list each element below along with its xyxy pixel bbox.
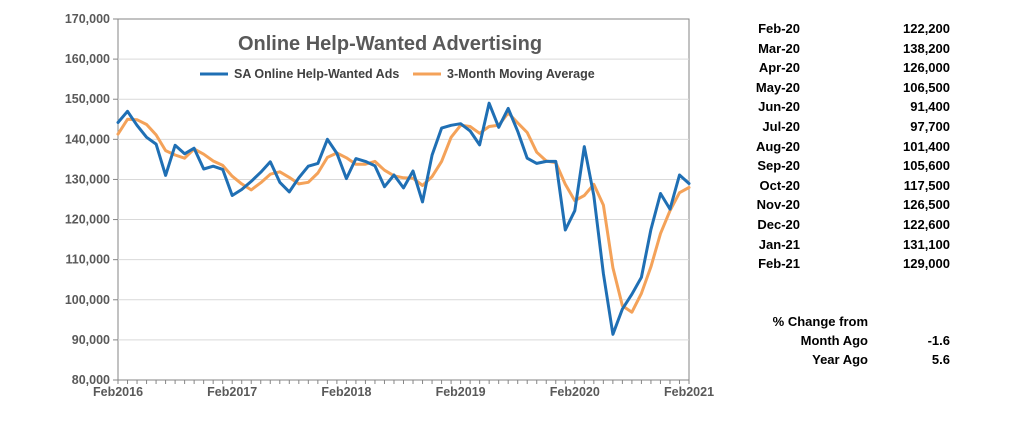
- table-row: Sep-20 105,600: [720, 156, 950, 175]
- change-value: 5.6: [931, 352, 950, 367]
- series-line-moving-average: [116, 111, 691, 314]
- gridlines: [118, 58, 689, 341]
- month-value: 131,100: [903, 236, 950, 252]
- legend: SA Online Help-Wanted Ads 3-Month Moving…: [200, 67, 595, 81]
- y-tick-label: 100,000: [65, 293, 110, 307]
- y-tick-label: 90,000: [72, 333, 110, 347]
- table-row: Jun-20 91,400: [720, 97, 950, 116]
- y-tick-label: 170,000: [65, 12, 110, 26]
- table-row: Oct-20 117,500: [720, 176, 950, 195]
- summary-table: Feb-20 122,200 Mar-20 138,200 Apr-20 126,000 M…: [720, 0, 950, 428]
- y-tick-label: 110,000: [66, 253, 111, 267]
- month-label: Mar-20: [758, 40, 800, 56]
- month-label: Feb-20: [758, 21, 800, 36]
- x-axis-ticks: Feb2016 Feb2017 Feb2018 Feb2019 Feb2020 Feb20…: [93, 380, 714, 399]
- x-tick-label: Feb2019: [436, 385, 486, 399]
- x-tick-label: Feb2018: [321, 385, 371, 399]
- y-tick-label: 80,000: [72, 373, 110, 387]
- month-label: Dec-20: [757, 217, 800, 232]
- table-row: Mar-20 138,200: [720, 39, 950, 58]
- x-tick-label: Feb2020: [550, 385, 600, 399]
- legend-label-sa: SA Online Help-Wanted Ads: [234, 67, 399, 81]
- x-tick-label: Feb2021: [664, 385, 714, 399]
- y-axis-ticks: 80,000 90,000 100,000 110,000 120,000 130,000…: [65, 12, 118, 387]
- month-label: Feb-21: [758, 256, 800, 272]
- change-header-label: % Change from: [772, 314, 868, 329]
- month-value: 138,200: [903, 40, 950, 56]
- line-chart: 80,000 90,000 100,000 110,000 120,000 130,000…: [65, 12, 714, 399]
- x-tick-label: Feb2016: [93, 385, 143, 399]
- table-row: Feb-20 122,200: [720, 19, 950, 38]
- table-row: Feb-21 129,000: [720, 254, 950, 273]
- change-row-year: Year Ago 5.6: [720, 350, 950, 369]
- chart-title: Online Help-Wanted Advertising: [238, 33, 542, 55]
- change-label: Year Ago: [812, 352, 868, 367]
- y-tick-label: 150,000: [65, 92, 110, 106]
- change-row-month: Month Ago -1.6: [720, 331, 950, 350]
- table-row: Nov-20 126,500: [720, 195, 950, 214]
- table-row: May-20 106,500: [720, 78, 950, 97]
- month-value: 126,500: [903, 197, 950, 213]
- month-label: Oct-20: [759, 177, 800, 193]
- series-line-sa-ads: [116, 101, 691, 336]
- month-label: Jun-20: [758, 99, 800, 115]
- month-label: Sep-20: [757, 158, 800, 174]
- month-label: Jan-21: [758, 236, 800, 252]
- month-label: May-20: [755, 79, 800, 95]
- month-value: 129,000: [903, 256, 950, 272]
- month-value: 105,600: [903, 158, 950, 174]
- y-tick-label: 140,000: [65, 132, 110, 146]
- month-value: 106,500: [903, 79, 950, 95]
- table-row: Jan-21 131,100: [720, 235, 950, 254]
- month-label: Aug-20: [755, 138, 800, 154]
- change-header: % Change from: [720, 312, 950, 331]
- month-label: Nov-20: [756, 197, 800, 213]
- month-value: 97,700: [910, 119, 950, 134]
- table-row: Aug-20 101,400: [720, 137, 950, 156]
- table-row: Apr-20 126,000: [720, 58, 950, 77]
- month-value: 122,600: [903, 217, 950, 232]
- table-row: Jul-20 97,700: [720, 117, 950, 136]
- change-label: Month Ago: [800, 333, 868, 348]
- series-lines: [116, 101, 691, 336]
- month-value: 126,000: [903, 60, 950, 76]
- x-tick-label: Feb2017: [207, 385, 257, 399]
- month-value: 122,200: [903, 21, 950, 36]
- y-tick-label: 160,000: [65, 52, 110, 66]
- y-tick-label: 120,000: [65, 213, 110, 227]
- month-value: 117,500: [903, 177, 950, 193]
- y-tick-label: 130,000: [65, 172, 110, 186]
- table-row: Dec-20 122,600: [720, 215, 950, 234]
- legend-label-ma: 3-Month Moving Average: [447, 67, 595, 81]
- month-label: Jul-20: [762, 119, 800, 134]
- month-label: Apr-20: [758, 60, 800, 76]
- change-value: -1.6: [927, 333, 950, 348]
- month-value: 101,400: [903, 138, 950, 154]
- month-value: 91,400: [910, 99, 950, 115]
